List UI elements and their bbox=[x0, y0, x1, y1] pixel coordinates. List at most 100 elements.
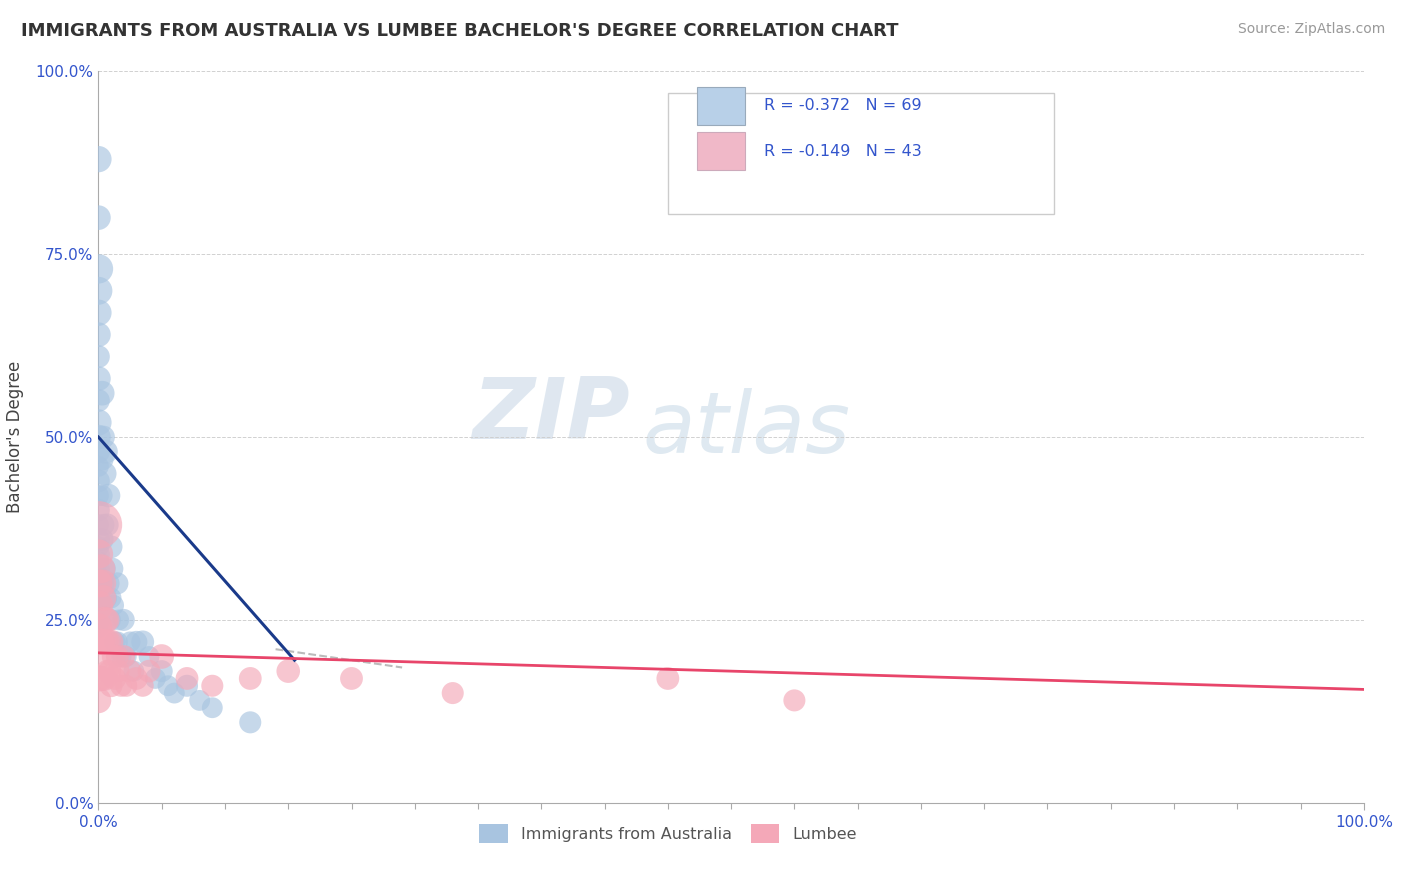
Point bbox=[87, 503, 110, 517]
Point bbox=[150, 664, 173, 678]
Point bbox=[120, 664, 141, 678]
Point bbox=[104, 635, 127, 649]
Point bbox=[87, 284, 110, 298]
Point bbox=[93, 576, 115, 591]
Point bbox=[188, 693, 211, 707]
Point bbox=[97, 576, 120, 591]
Point bbox=[98, 613, 121, 627]
Point bbox=[100, 540, 122, 554]
Point bbox=[87, 569, 110, 583]
Point bbox=[91, 489, 114, 503]
Point bbox=[176, 672, 198, 686]
Point bbox=[138, 664, 160, 678]
Point bbox=[93, 672, 117, 686]
Point bbox=[87, 547, 110, 561]
Point bbox=[239, 672, 262, 686]
Text: atlas: atlas bbox=[643, 388, 851, 471]
Bar bbox=[697, 132, 745, 170]
Point bbox=[157, 679, 180, 693]
Point bbox=[100, 591, 122, 605]
Point bbox=[87, 152, 110, 166]
Point bbox=[125, 672, 148, 686]
Point bbox=[87, 540, 110, 554]
Legend: Immigrants from Australia, Lumbee: Immigrants from Australia, Lumbee bbox=[472, 817, 863, 850]
Point bbox=[112, 613, 135, 627]
Point bbox=[98, 664, 121, 678]
Point bbox=[163, 686, 186, 700]
Point bbox=[120, 635, 141, 649]
Point bbox=[87, 393, 110, 408]
Point bbox=[239, 715, 262, 730]
Point bbox=[87, 517, 110, 532]
Point bbox=[91, 533, 114, 547]
Point bbox=[87, 371, 110, 385]
Point bbox=[97, 489, 120, 503]
Point bbox=[96, 613, 118, 627]
Point bbox=[91, 452, 114, 467]
Point bbox=[107, 649, 129, 664]
Point bbox=[87, 606, 110, 620]
Point bbox=[132, 635, 155, 649]
Point bbox=[122, 664, 145, 678]
Point bbox=[107, 613, 129, 627]
Text: R = -0.372   N = 69: R = -0.372 N = 69 bbox=[763, 98, 922, 113]
Point bbox=[150, 649, 173, 664]
Point bbox=[87, 576, 110, 591]
FancyBboxPatch shape bbox=[668, 94, 1054, 214]
Point bbox=[145, 672, 166, 686]
Point bbox=[96, 517, 118, 532]
Point bbox=[93, 467, 117, 481]
Point bbox=[91, 386, 114, 401]
Point bbox=[87, 489, 110, 503]
Point bbox=[87, 327, 110, 342]
Point bbox=[87, 554, 110, 568]
Point bbox=[103, 649, 125, 664]
Point bbox=[201, 679, 224, 693]
Point bbox=[87, 474, 110, 488]
Point bbox=[107, 576, 129, 591]
Bar bbox=[697, 87, 745, 125]
Text: IMMIGRANTS FROM AUSTRALIA VS LUMBEE BACHELOR'S DEGREE CORRELATION CHART: IMMIGRANTS FROM AUSTRALIA VS LUMBEE BACH… bbox=[21, 22, 898, 40]
Point bbox=[93, 517, 115, 532]
Point bbox=[125, 635, 148, 649]
Point bbox=[97, 635, 120, 649]
Text: Source: ZipAtlas.com: Source: ZipAtlas.com bbox=[1237, 22, 1385, 37]
Point bbox=[115, 649, 138, 664]
Point bbox=[100, 679, 122, 693]
Point bbox=[101, 562, 124, 576]
Point bbox=[87, 693, 110, 707]
Y-axis label: Bachelor's Degree: Bachelor's Degree bbox=[7, 361, 24, 513]
Point bbox=[93, 562, 117, 576]
Point bbox=[87, 261, 110, 276]
Point bbox=[87, 599, 110, 613]
Point bbox=[93, 591, 115, 605]
Point bbox=[90, 635, 112, 649]
Text: ZIP: ZIP bbox=[472, 374, 630, 457]
Point bbox=[87, 416, 110, 430]
Point bbox=[104, 672, 127, 686]
Point bbox=[110, 679, 132, 693]
Point bbox=[87, 613, 110, 627]
Point bbox=[87, 517, 110, 532]
Point bbox=[94, 635, 117, 649]
Point bbox=[110, 649, 132, 664]
Point bbox=[176, 679, 198, 693]
Point bbox=[87, 547, 110, 561]
Point bbox=[91, 576, 114, 591]
Point bbox=[115, 679, 138, 693]
Point bbox=[87, 576, 110, 591]
Point bbox=[87, 444, 110, 458]
Point bbox=[93, 613, 117, 627]
Point bbox=[90, 562, 112, 576]
Point bbox=[87, 533, 110, 547]
Point bbox=[87, 583, 110, 598]
Point bbox=[112, 649, 135, 664]
Point bbox=[107, 664, 129, 678]
Point bbox=[657, 672, 679, 686]
Point bbox=[107, 635, 129, 649]
Point bbox=[138, 649, 160, 664]
Point bbox=[87, 430, 110, 444]
Point bbox=[87, 620, 110, 634]
Point bbox=[340, 672, 363, 686]
Point bbox=[96, 664, 118, 678]
